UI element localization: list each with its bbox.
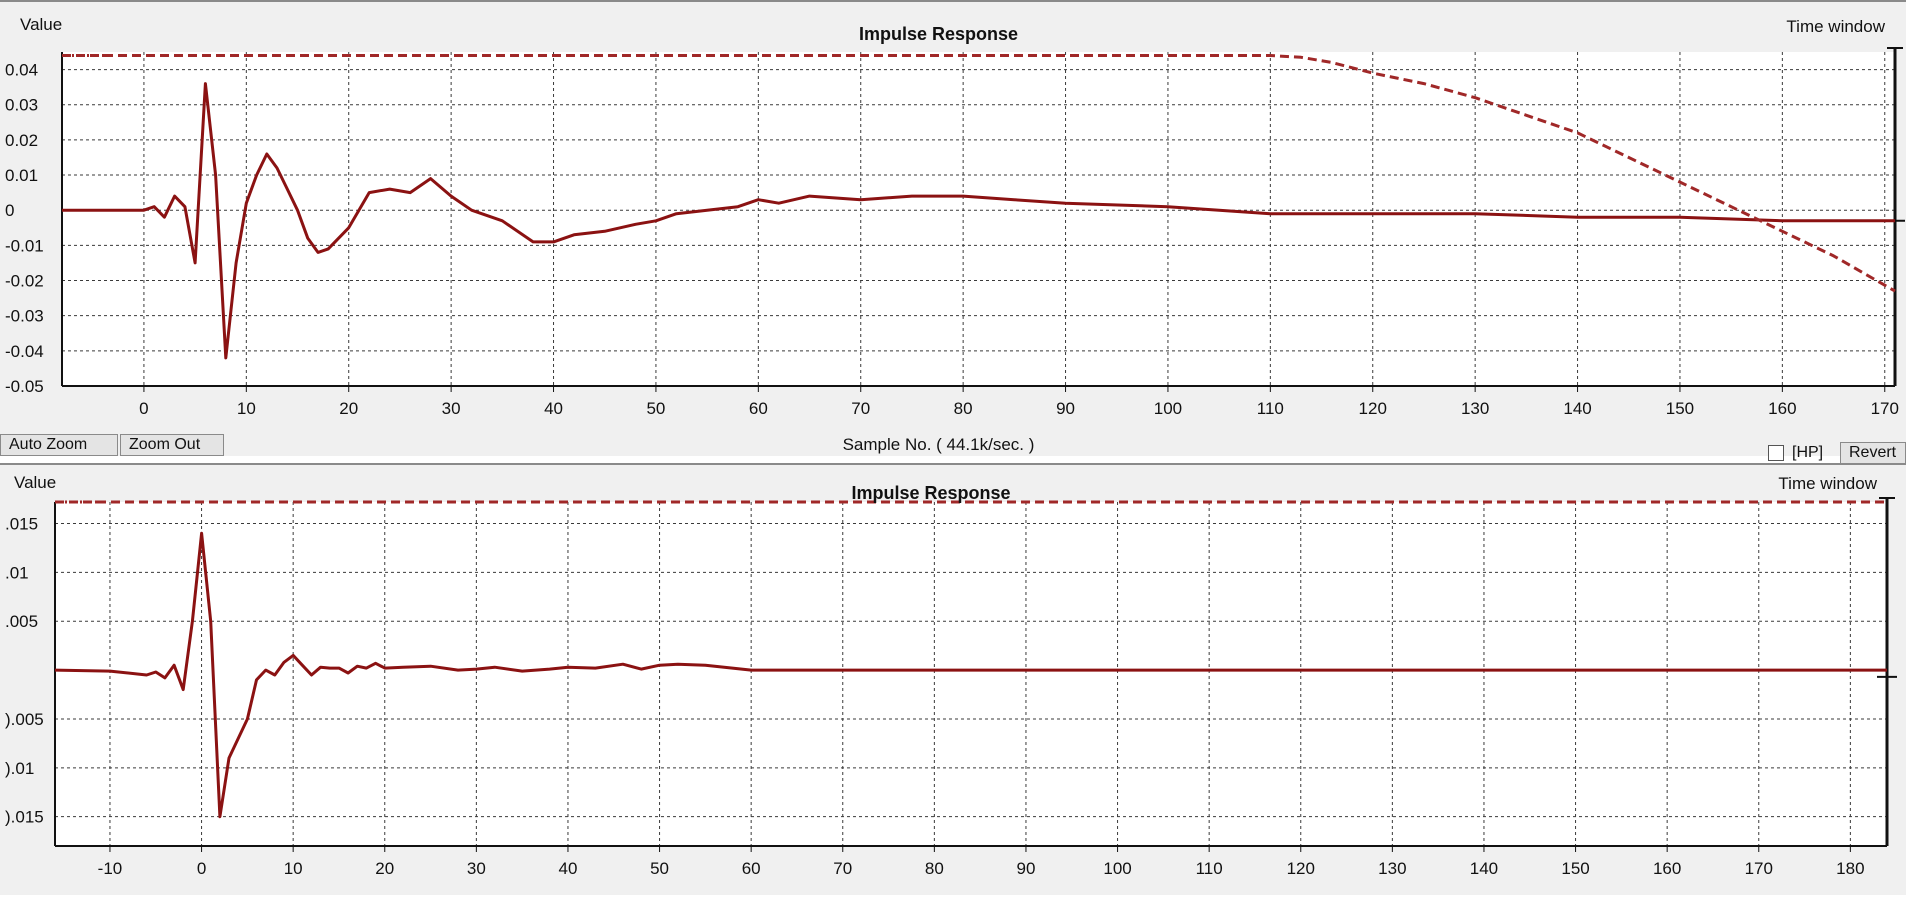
x-tick-label: 90 <box>1016 859 1035 878</box>
impulse-response-panel-bottom: -10 0 10 20 30 40 50 60 70 80 90 100 110 120 130 140 150… <box>0 463 1906 895</box>
x-tick-label: 130 <box>1378 859 1406 878</box>
x-tick-label: 160 <box>1768 399 1796 418</box>
y-tick-label: 0.04 <box>5 61 38 80</box>
y-tick-label: ).015 <box>5 808 44 827</box>
y-tick-label: ).005 <box>5 710 44 729</box>
time-window-legend: Time window <box>1786 17 1885 36</box>
y-tick-label: .015 <box>5 515 38 534</box>
x-tick-label: 80 <box>925 859 944 878</box>
impulse-response-chart-bottom: -10 0 10 20 30 40 50 60 70 80 90 100 110 120 130 140 150… <box>5 473 1897 878</box>
time-window-legend: Time window <box>1778 474 1877 493</box>
x-tick-label: 80 <box>954 399 973 418</box>
plot-area <box>62 52 1895 386</box>
y-tick-label: .005 <box>5 612 38 631</box>
y-tick-label: -0.04 <box>5 342 44 361</box>
impulse-response-chart-top: 0 10 20 30 40 50 60 70 80 90 100 110 120 130 140 150 160… <box>5 15 1905 454</box>
x-tick-label: 100 <box>1103 859 1131 878</box>
x-tick-label: 90 <box>1056 399 1075 418</box>
y-tick-label: -0.02 <box>5 272 44 291</box>
x-tick-label: 30 <box>467 859 486 878</box>
x-tick-label: 180 <box>1836 859 1864 878</box>
zoom-out-button[interactable]: Zoom Out <box>120 434 224 456</box>
x-tick-label: 20 <box>339 399 358 418</box>
y-tick-label: .01 <box>5 563 29 582</box>
x-tick-label: 50 <box>650 859 669 878</box>
hp-label: [HP] <box>1792 444 1824 461</box>
impulse-response-curve <box>54 531 1887 819</box>
y-tick-label: 0.01 <box>5 166 38 185</box>
x-tick-label: 130 <box>1461 399 1489 418</box>
x-tick-label: 110 <box>1196 859 1223 878</box>
y-tick-label: -0.03 <box>5 307 44 326</box>
hp-checkbox[interactable] <box>1768 445 1784 461</box>
x-tick-label: 50 <box>646 399 665 418</box>
chart-title: Impulse Response <box>859 24 1018 44</box>
x-tick-label: 10 <box>237 399 256 418</box>
x-tick-label: 150 <box>1666 399 1694 418</box>
x-tick-label: -10 <box>98 859 123 878</box>
plot-area <box>55 502 1887 846</box>
x-tick-label: 30 <box>442 399 461 418</box>
x-tick-label: 40 <box>544 399 563 418</box>
x-tick-label: 170 <box>1745 859 1773 878</box>
x-tick-label: 120 <box>1287 859 1315 878</box>
chart-title: Impulse Response <box>851 483 1010 503</box>
x-tick-label: 40 <box>558 859 577 878</box>
y-tick-label: 0.03 <box>5 96 38 115</box>
x-tick-label: 70 <box>851 399 870 418</box>
auto-zoom-button[interactable]: Auto Zoom <box>0 434 118 456</box>
x-tick-label: 10 <box>284 859 303 878</box>
x-tick-label: 0 <box>197 859 206 878</box>
impulse-response-curve <box>62 82 1895 360</box>
x-tick-label: 120 <box>1359 399 1387 418</box>
x-tick-label: 170 <box>1871 399 1899 418</box>
y-axis-label: Value <box>20 15 62 34</box>
x-tick-label: 60 <box>742 859 761 878</box>
x-tick-label: 140 <box>1563 399 1591 418</box>
y-tick-label: 0 <box>5 201 14 220</box>
x-tick-label: 160 <box>1653 859 1681 878</box>
y-tick-label: -0.01 <box>5 236 44 255</box>
x-tick-label: 150 <box>1561 859 1589 878</box>
x-tick-label: 100 <box>1154 399 1182 418</box>
y-axis-label: Value <box>14 473 56 492</box>
x-tick-label: 70 <box>833 859 852 878</box>
x-tick-label: 0 <box>139 399 148 418</box>
x-tick-label: 20 <box>375 859 394 878</box>
revert-button[interactable]: Revert <box>1840 442 1906 464</box>
impulse-response-panel-top: 0 10 20 30 40 50 60 70 80 90 100 110 120 130 140 150 160… <box>0 0 1906 464</box>
x-tick-label: 60 <box>749 399 768 418</box>
x-tick-label: 110 <box>1257 399 1284 418</box>
y-tick-label: 0.02 <box>5 131 38 150</box>
x-tick-label: 140 <box>1470 859 1498 878</box>
x-axis-label: Sample No. ( 44.1k/sec. ) <box>843 435 1035 454</box>
y-tick-label: -0.05 <box>5 377 44 396</box>
y-tick-label: ).01 <box>5 759 34 778</box>
